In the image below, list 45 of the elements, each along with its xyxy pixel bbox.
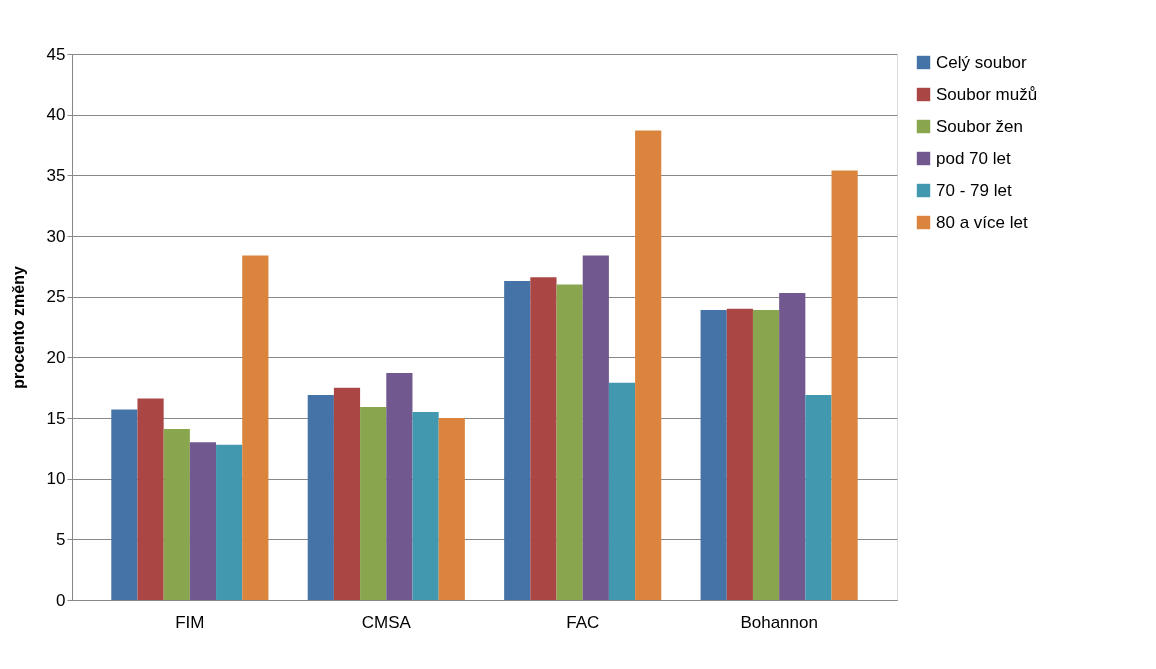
y-tick-label: 5 <box>56 529 66 549</box>
legend-label: pod 70 let <box>936 148 1011 168</box>
bar <box>307 394 334 600</box>
bar <box>386 373 413 600</box>
bar <box>831 170 858 600</box>
bar <box>530 277 557 600</box>
legend-label: Soubor mužů <box>936 84 1038 104</box>
bar <box>438 418 465 600</box>
y-tick-label: 30 <box>46 226 66 246</box>
y-tick-label: 40 <box>46 105 66 125</box>
bar <box>752 310 780 600</box>
x-tick-label: FIM <box>175 612 205 632</box>
bar <box>700 310 727 600</box>
bar <box>805 394 832 600</box>
legend-label: Celý soubor <box>936 52 1028 72</box>
bar <box>111 409 138 600</box>
x-tick-label: CMSA <box>361 612 412 632</box>
legend-label: Soubor žen <box>936 116 1023 136</box>
bar <box>137 398 164 600</box>
bar <box>242 255 269 600</box>
bar <box>504 280 531 600</box>
bar <box>556 284 583 600</box>
x-tick-label: FAC <box>566 612 600 632</box>
legend-label: 80 a více let <box>936 212 1028 232</box>
bar <box>582 255 609 600</box>
bar <box>726 308 753 600</box>
y-tick-label: 15 <box>46 408 66 428</box>
legend-label: 70 - 79 let <box>936 180 1012 200</box>
y-tick-label: 20 <box>46 347 66 367</box>
bar <box>412 411 439 600</box>
y-tick-label: 35 <box>46 165 66 185</box>
bar <box>189 442 217 600</box>
bar <box>216 444 243 600</box>
y-axis-title: procento změny <box>9 266 27 389</box>
bar <box>360 407 387 600</box>
bar <box>333 387 361 600</box>
y-tick-label: 10 <box>46 469 66 489</box>
y-tick-label: 45 <box>46 44 66 64</box>
bar <box>635 130 662 600</box>
bar <box>779 293 806 600</box>
y-tick-label: 0 <box>56 590 66 610</box>
y-tick-label: 25 <box>46 287 66 307</box>
bar <box>163 428 190 600</box>
x-tick-label: Bohannon <box>740 612 818 632</box>
bar <box>608 382 636 600</box>
